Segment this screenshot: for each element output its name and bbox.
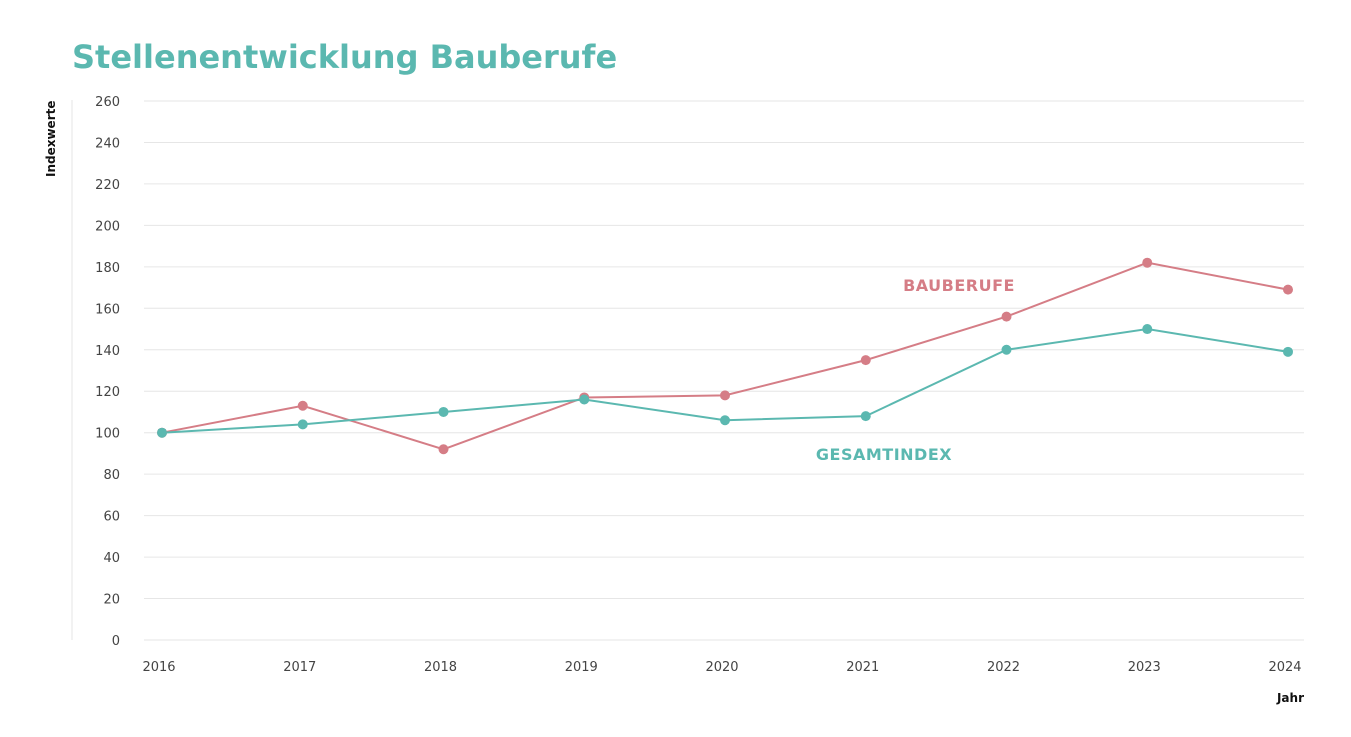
data-point-bauberufe-2022 <box>1001 311 1012 322</box>
y-tick-label: 80 <box>103 468 120 483</box>
y-axis-label: Indexwerte <box>44 101 58 178</box>
y-tick-label: 100 <box>95 427 120 442</box>
data-point-gesamtindex-2016 <box>157 427 167 438</box>
x-tick-label: 2023 <box>1128 660 1161 675</box>
y-tick-label: 220 <box>95 178 120 193</box>
x-tick-label: 2019 <box>565 660 598 675</box>
x-tick-label: 2021 <box>846 660 879 675</box>
y-tick-label: 120 <box>95 385 120 400</box>
y-tick-label: 20 <box>103 593 120 608</box>
data-point-bauberufe-2018 <box>438 444 449 455</box>
x-tick-label: 2024 <box>1268 660 1301 675</box>
series-label-bauberufe: BAUBERUFE <box>903 276 1015 295</box>
y-tick-label: 40 <box>103 551 120 566</box>
data-point-gesamtindex-2021 <box>860 411 871 422</box>
x-tick-label: 2017 <box>283 660 316 675</box>
y-tick-label: 160 <box>95 302 120 317</box>
x-tick-label: 2022 <box>987 660 1020 675</box>
data-point-bauberufe-2020 <box>720 390 730 401</box>
y-tick-label: 0 <box>112 634 120 649</box>
data-point-gesamtindex-2022 <box>1001 344 1012 355</box>
chart-title: Stellenentwicklung Bauberufe <box>72 38 617 76</box>
y-tick-label: 200 <box>95 219 120 234</box>
data-point-gesamtindex-2020 <box>720 415 730 426</box>
x-axis-label: Jahr <box>1276 691 1304 705</box>
x-tick-label: 2020 <box>705 660 738 675</box>
data-point-gesamtindex-2019 <box>579 394 590 405</box>
data-point-bauberufe-2021 <box>860 355 871 366</box>
y-tick-label: 260 <box>95 95 120 110</box>
y-tick-label: 240 <box>95 136 120 151</box>
x-tick-label: 2018 <box>424 660 457 675</box>
data-point-gesamtindex-2018 <box>438 406 449 417</box>
data-point-gesamtindex-2024 <box>1283 346 1293 357</box>
data-point-gesamtindex-2023 <box>1142 324 1153 335</box>
data-point-bauberufe-2024 <box>1283 284 1293 295</box>
data-point-gesamtindex-2017 <box>297 419 308 430</box>
x-tick-label: 2016 <box>142 660 175 675</box>
series-label-gesamtindex: GESAMTINDEX <box>816 445 952 464</box>
y-tick-label: 180 <box>95 261 120 276</box>
y-tick-label: 140 <box>95 344 120 359</box>
data-point-bauberufe-2023 <box>1142 257 1153 268</box>
y-tick-label: 60 <box>103 510 120 525</box>
data-point-bauberufe-2017 <box>297 400 308 411</box>
